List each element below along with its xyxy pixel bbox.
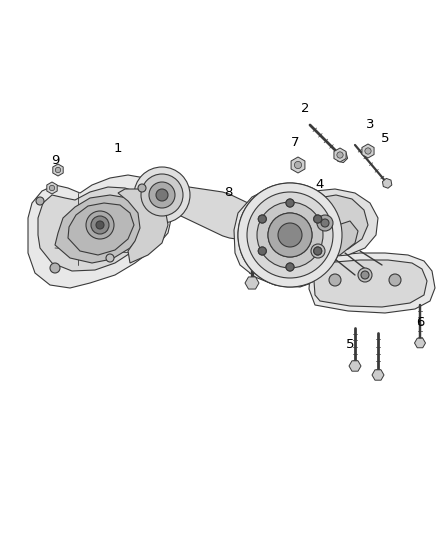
Polygon shape (349, 361, 361, 371)
Circle shape (314, 215, 322, 223)
Circle shape (134, 167, 190, 223)
Circle shape (389, 274, 401, 286)
Text: 7: 7 (291, 136, 299, 149)
Polygon shape (55, 195, 145, 263)
Polygon shape (320, 221, 358, 257)
Circle shape (311, 244, 325, 258)
Circle shape (55, 167, 61, 173)
Text: 8: 8 (224, 187, 232, 199)
Polygon shape (68, 203, 134, 255)
Circle shape (286, 263, 294, 271)
Polygon shape (47, 182, 57, 194)
Circle shape (247, 192, 333, 278)
Circle shape (247, 192, 333, 278)
Circle shape (258, 215, 266, 223)
Circle shape (268, 213, 312, 257)
Circle shape (258, 247, 266, 255)
Circle shape (314, 247, 322, 255)
Polygon shape (291, 157, 305, 173)
Circle shape (268, 213, 312, 257)
Polygon shape (288, 189, 378, 257)
Text: 6: 6 (416, 317, 424, 329)
Circle shape (49, 185, 55, 191)
Circle shape (91, 216, 109, 234)
Polygon shape (118, 189, 168, 263)
Polygon shape (309, 253, 435, 313)
Circle shape (329, 274, 341, 286)
Circle shape (361, 271, 369, 279)
Circle shape (149, 182, 175, 208)
Text: 9: 9 (51, 155, 59, 167)
Text: 1: 1 (114, 141, 122, 155)
Circle shape (365, 148, 371, 154)
Text: 3: 3 (366, 118, 374, 132)
Circle shape (258, 247, 266, 255)
Circle shape (86, 211, 114, 239)
Circle shape (321, 219, 329, 227)
Circle shape (337, 152, 343, 158)
Circle shape (50, 263, 60, 273)
Circle shape (317, 215, 333, 231)
Text: 5: 5 (346, 338, 354, 351)
Circle shape (294, 161, 302, 168)
Polygon shape (38, 187, 155, 271)
Polygon shape (245, 277, 259, 289)
Polygon shape (162, 183, 290, 247)
Circle shape (314, 247, 322, 255)
Circle shape (106, 254, 114, 262)
Polygon shape (28, 175, 172, 288)
Polygon shape (362, 144, 374, 158)
Circle shape (278, 223, 302, 247)
Text: 4: 4 (316, 179, 324, 191)
Polygon shape (414, 338, 425, 348)
Circle shape (286, 263, 294, 271)
Polygon shape (372, 370, 384, 380)
Circle shape (96, 221, 104, 229)
Text: 5: 5 (381, 132, 389, 144)
Circle shape (141, 174, 183, 216)
Polygon shape (296, 195, 368, 253)
Circle shape (286, 199, 294, 207)
Polygon shape (234, 185, 345, 287)
Circle shape (257, 202, 323, 268)
Polygon shape (314, 260, 427, 307)
Polygon shape (53, 164, 63, 176)
Circle shape (138, 184, 146, 192)
Circle shape (257, 202, 323, 268)
Polygon shape (382, 179, 392, 188)
Polygon shape (334, 148, 346, 162)
Circle shape (278, 223, 302, 247)
Text: 2: 2 (301, 101, 309, 115)
Circle shape (36, 197, 44, 205)
Circle shape (238, 183, 342, 287)
Circle shape (258, 215, 266, 223)
Circle shape (358, 268, 372, 282)
Circle shape (286, 199, 294, 207)
Circle shape (314, 215, 322, 223)
Polygon shape (336, 151, 348, 163)
Circle shape (156, 189, 168, 201)
Circle shape (238, 183, 342, 287)
